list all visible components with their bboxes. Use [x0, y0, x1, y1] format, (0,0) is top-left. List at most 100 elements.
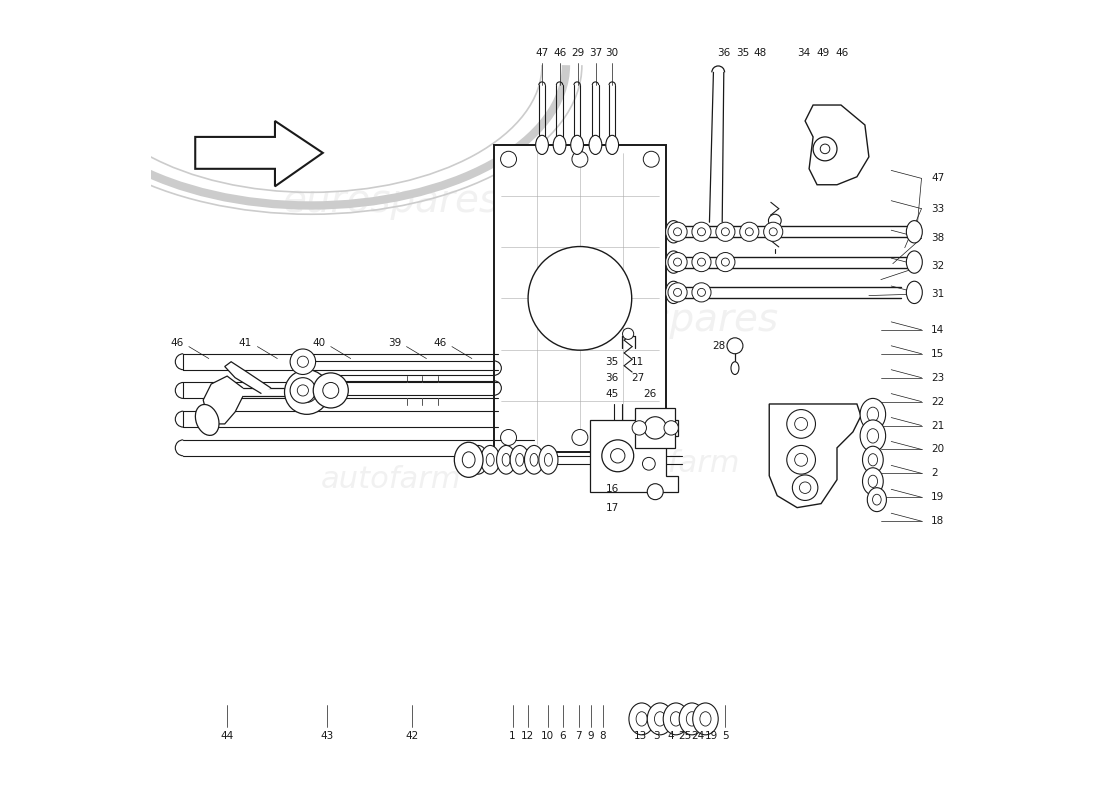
Text: 15: 15 [931, 349, 944, 358]
Text: 35: 35 [736, 48, 749, 58]
Text: 19: 19 [931, 492, 944, 502]
Circle shape [722, 258, 729, 266]
Polygon shape [590, 420, 678, 492]
Circle shape [290, 378, 316, 403]
Ellipse shape [606, 135, 618, 154]
Circle shape [528, 246, 631, 350]
Ellipse shape [868, 475, 878, 487]
Circle shape [645, 417, 667, 439]
Circle shape [722, 228, 729, 236]
Circle shape [500, 151, 517, 167]
Circle shape [786, 410, 815, 438]
Circle shape [697, 228, 705, 236]
Ellipse shape [860, 420, 886, 452]
Circle shape [500, 430, 517, 446]
Circle shape [716, 222, 735, 242]
Text: 45: 45 [606, 389, 619, 398]
Circle shape [297, 382, 317, 402]
Text: 34: 34 [796, 48, 810, 58]
Circle shape [668, 283, 688, 302]
Text: 12: 12 [521, 731, 535, 742]
Ellipse shape [454, 442, 483, 478]
Circle shape [786, 446, 815, 474]
Ellipse shape [700, 712, 711, 726]
Text: 28: 28 [713, 341, 726, 350]
Circle shape [794, 454, 807, 466]
Text: 46: 46 [170, 338, 184, 347]
Polygon shape [769, 404, 861, 508]
Text: 47: 47 [536, 48, 549, 58]
Ellipse shape [867, 488, 887, 512]
Circle shape [572, 430, 587, 446]
Ellipse shape [906, 282, 922, 303]
Text: 25: 25 [678, 731, 692, 742]
Circle shape [632, 421, 647, 435]
Circle shape [746, 228, 754, 236]
Ellipse shape [872, 494, 881, 505]
Polygon shape [224, 362, 271, 394]
Text: 3: 3 [653, 731, 660, 742]
Polygon shape [805, 105, 869, 185]
Circle shape [602, 440, 634, 472]
Text: 17: 17 [606, 502, 619, 513]
Text: 8: 8 [600, 731, 606, 742]
Ellipse shape [666, 251, 682, 274]
Ellipse shape [860, 398, 886, 430]
Text: autofarm: autofarm [600, 450, 740, 478]
Text: 23: 23 [931, 373, 944, 382]
Circle shape [716, 253, 735, 272]
Ellipse shape [481, 446, 499, 474]
Ellipse shape [629, 703, 654, 735]
Circle shape [692, 253, 711, 272]
Text: 1: 1 [509, 731, 516, 742]
Polygon shape [494, 145, 666, 452]
Circle shape [739, 222, 759, 242]
Text: 36: 36 [717, 48, 730, 58]
Ellipse shape [530, 454, 538, 466]
Ellipse shape [663, 703, 689, 735]
Circle shape [763, 222, 783, 242]
Circle shape [673, 288, 682, 296]
Text: 22: 22 [931, 397, 944, 406]
Ellipse shape [666, 221, 682, 243]
Text: 2: 2 [931, 468, 937, 478]
Ellipse shape [666, 282, 682, 303]
Ellipse shape [486, 454, 494, 466]
Ellipse shape [503, 454, 510, 466]
Ellipse shape [654, 712, 666, 726]
Text: 33: 33 [931, 204, 944, 214]
Text: 30: 30 [606, 48, 618, 58]
Text: 11: 11 [631, 357, 645, 366]
Circle shape [668, 222, 688, 242]
Text: 46: 46 [553, 48, 566, 58]
Circle shape [813, 137, 837, 161]
Circle shape [644, 151, 659, 167]
Text: 24: 24 [692, 731, 705, 742]
Ellipse shape [536, 135, 549, 154]
Text: 27: 27 [631, 373, 645, 382]
Ellipse shape [862, 468, 883, 495]
Text: eurospares: eurospares [282, 182, 499, 220]
Circle shape [572, 151, 587, 167]
Text: 40: 40 [312, 338, 326, 347]
Text: 43: 43 [320, 731, 333, 742]
Text: 38: 38 [931, 233, 944, 243]
Circle shape [285, 370, 329, 414]
Ellipse shape [686, 712, 697, 726]
Text: 42: 42 [406, 731, 419, 742]
Ellipse shape [906, 251, 922, 274]
Text: 36: 36 [606, 373, 619, 382]
Text: 41: 41 [239, 338, 252, 347]
Circle shape [647, 484, 663, 500]
Polygon shape [195, 121, 322, 186]
Circle shape [794, 418, 807, 430]
Text: 47: 47 [931, 174, 944, 183]
Circle shape [692, 283, 711, 302]
Text: 6: 6 [560, 731, 566, 742]
Circle shape [727, 338, 742, 354]
Text: 39: 39 [388, 338, 401, 347]
Circle shape [322, 382, 339, 398]
Ellipse shape [496, 446, 516, 474]
Text: 5: 5 [722, 731, 728, 742]
Ellipse shape [544, 454, 552, 466]
